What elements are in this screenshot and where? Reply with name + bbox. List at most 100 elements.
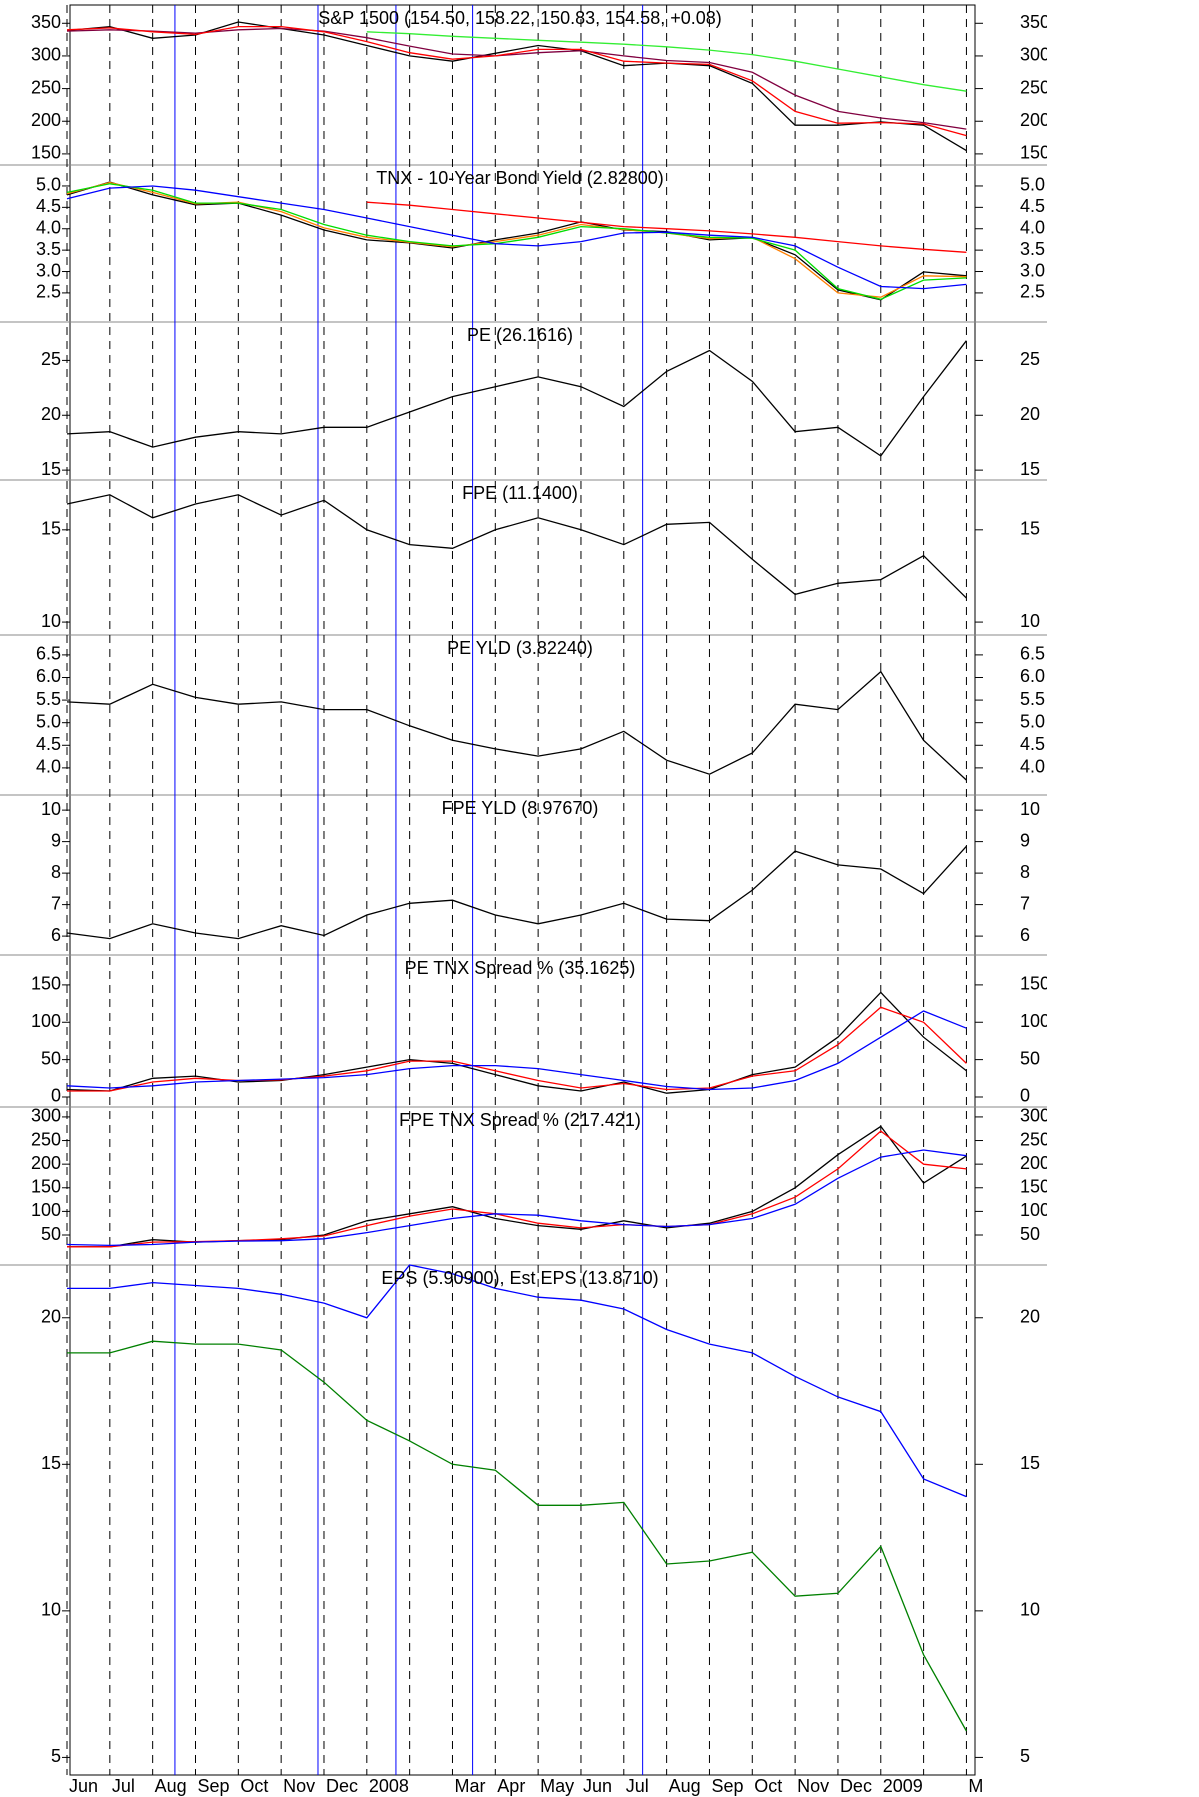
panel-title: EPS (5.90900), Est EPS (13.8710) — [381, 1268, 658, 1288]
y-tick-label: 9 — [51, 830, 61, 850]
y-tick-label: 6.5 — [36, 644, 61, 664]
y-tick-label: 20 — [41, 1307, 61, 1327]
data-line — [67, 1125, 967, 1248]
data-line — [366, 201, 967, 253]
y-tick-label: 4.0 — [36, 757, 61, 777]
x-tick-label: Jun — [583, 1776, 612, 1796]
y-tick-label: 250 — [31, 1129, 61, 1149]
y-tick-label-right: 3.5 — [1020, 239, 1045, 259]
y-tick-label-right: 0 — [1020, 1086, 1030, 1106]
data-line — [66, 27, 967, 130]
data-line — [66, 340, 967, 457]
y-tick-label-right: 7 — [1020, 893, 1030, 913]
y-tick-label-right: 100 — [1020, 1200, 1047, 1220]
y-tick-label-right: 100 — [1020, 1011, 1047, 1031]
y-tick-label-right: 350 — [1020, 12, 1047, 32]
panel-title: S&P 1500 (154.50, 158.22, 150.83, 154.58… — [318, 8, 722, 28]
x-tick-label: Jun — [69, 1776, 98, 1796]
y-tick-label: 3.5 — [36, 239, 61, 259]
data-line — [67, 1340, 967, 1732]
y-tick-label-right: 6.0 — [1020, 666, 1045, 686]
y-tick-label-right: 25 — [1020, 349, 1040, 369]
y-tick-label: 20 — [41, 404, 61, 424]
y-tick-label-right: 300 — [1020, 1106, 1047, 1126]
y-tick-label-right: 15 — [1020, 459, 1040, 479]
data-line — [66, 183, 967, 300]
y-tick-label-right: 300 — [1020, 45, 1047, 65]
y-tick-label: 150 — [31, 143, 61, 163]
x-tick-label: Sep — [711, 1776, 743, 1796]
y-tick-label: 15 — [41, 519, 61, 539]
data-line — [66, 185, 967, 290]
y-tick-label-right: 4.5 — [1020, 196, 1045, 216]
data-line — [67, 1130, 967, 1248]
data-line — [66, 494, 967, 599]
x-tick-label: Nov — [283, 1776, 315, 1796]
x-tick-label: Dec — [326, 1776, 358, 1796]
x-tick-label: Jul — [626, 1776, 649, 1796]
panel-title: FPE (11.1400) — [462, 483, 578, 503]
chart: Jun Jul Aug Sep Oct Nov Dec 2008 Mar Apr May Jun Jul… — [0, 4, 1047, 1796]
y-tick-label: 6 — [51, 925, 61, 945]
data-line — [66, 670, 967, 781]
x-tick-label: M — [968, 1776, 983, 1796]
y-tick-label: 5.0 — [36, 175, 61, 195]
y-tick-label-right: 150 — [1020, 1177, 1047, 1197]
y-tick-label-right: 5.5 — [1020, 689, 1045, 709]
y-tick-label-right: 4.5 — [1020, 734, 1045, 754]
y-tick-label-right: 250 — [1020, 77, 1047, 97]
y-tick-label-right: 6 — [1020, 925, 1030, 945]
y-tick-label-right: 4.0 — [1020, 757, 1045, 777]
y-tick-label: 10 — [41, 799, 61, 819]
data-line — [66, 21, 967, 152]
x-tick-label: Aug — [669, 1776, 701, 1796]
y-tick-label-right: 10 — [1020, 1600, 1040, 1620]
x-tick-label: Mar — [454, 1776, 485, 1796]
panel-title: TNX - 10-Year Bond Yield (2.82800) — [376, 168, 664, 188]
y-tick-label: 2.5 — [36, 282, 61, 302]
y-tick-label: 8 — [51, 862, 61, 882]
y-tick-label: 150 — [31, 1177, 61, 1197]
x-tick-label: Aug — [155, 1776, 187, 1796]
y-tick-label: 50 — [41, 1048, 61, 1068]
panel-title: PE (26.1616) — [467, 325, 573, 345]
x-tick-label: Sep — [197, 1776, 229, 1796]
y-tick-label-right: 6.5 — [1020, 644, 1045, 664]
y-tick-label: 10 — [41, 611, 61, 631]
data-line — [66, 181, 967, 301]
y-tick-label: 15 — [41, 459, 61, 479]
y-tick-label: 4.5 — [36, 196, 61, 216]
data-line — [66, 25, 967, 137]
y-tick-label: 200 — [31, 1153, 61, 1173]
y-tick-label: 6.0 — [36, 666, 61, 686]
data-line — [67, 1006, 967, 1092]
y-tick-label: 5 — [51, 1746, 61, 1766]
panel-title: PE YLD (3.82240) — [447, 638, 593, 658]
y-tick-label-right: 5.0 — [1020, 711, 1045, 731]
x-tick-label: Apr — [497, 1776, 525, 1796]
y-tick-label: 25 — [41, 349, 61, 369]
y-tick-label: 350 — [31, 12, 61, 32]
panel-title: FPE TNX Spread % (217.421) — [399, 1110, 641, 1130]
y-tick-label: 7 — [51, 893, 61, 913]
y-tick-label: 100 — [31, 1200, 61, 1220]
y-tick-label: 5.0 — [36, 711, 61, 731]
y-tick-label-right: 5.0 — [1020, 175, 1045, 195]
plot-frame — [69, 4, 976, 1776]
y-tick-label-right: 50 — [1020, 1224, 1040, 1244]
x-tick-label: 2009 — [883, 1776, 923, 1796]
data-line — [66, 1149, 967, 1247]
y-tick-label-right: 5 — [1020, 1746, 1030, 1766]
x-tick-label: Jul — [112, 1776, 135, 1796]
y-tick-label-right: 15 — [1020, 519, 1040, 539]
y-tick-label: 300 — [31, 1106, 61, 1126]
y-tick-label-right: 20 — [1020, 1307, 1040, 1327]
y-tick-label-right: 4.0 — [1020, 217, 1045, 237]
y-tick-label: 100 — [31, 1011, 61, 1031]
y-tick-label: 3.0 — [36, 260, 61, 280]
x-tick-label: May — [540, 1776, 574, 1796]
data-line — [66, 845, 967, 940]
y-tick-label: 0 — [51, 1086, 61, 1106]
y-tick-label-right: 9 — [1020, 830, 1030, 850]
y-tick-label: 5.5 — [36, 689, 61, 709]
